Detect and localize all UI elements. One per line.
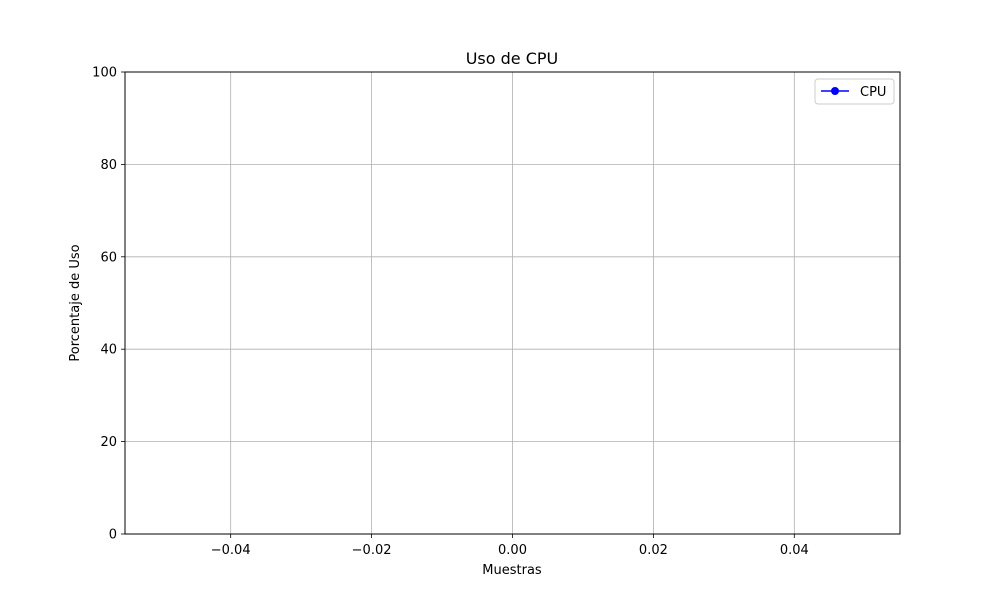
y-tick-label: 60 [100, 250, 117, 265]
y-tick-label: 40 [100, 343, 117, 358]
chart-title: Uso de CPU [466, 49, 559, 68]
x-tick-label: −0.04 [211, 543, 251, 558]
y-tick-label: 20 [100, 435, 117, 450]
legend-label-cpu: CPU [860, 85, 886, 100]
x-tick-label: 0.00 [498, 543, 527, 558]
x-tick-label: 0.04 [780, 543, 809, 558]
y-tick-label: 100 [92, 66, 117, 81]
grid [125, 71, 900, 535]
y-tick-label: 0 [109, 528, 117, 543]
legend-box [814, 78, 895, 105]
legend: CPU [814, 78, 895, 105]
x-axis-label: Muestras [482, 563, 542, 578]
y-axis-label: Porcentaje de Uso [68, 244, 83, 361]
y-axis-ticks: 0 20 40 60 80 100 [92, 66, 125, 543]
x-tick-label: 0.02 [639, 543, 668, 558]
x-axis-ticks: −0.04 −0.02 0.00 0.02 0.04 [211, 534, 809, 558]
y-tick-label: 80 [100, 158, 117, 173]
x-tick-label: −0.02 [352, 543, 392, 558]
legend-marker-cpu [831, 87, 839, 95]
